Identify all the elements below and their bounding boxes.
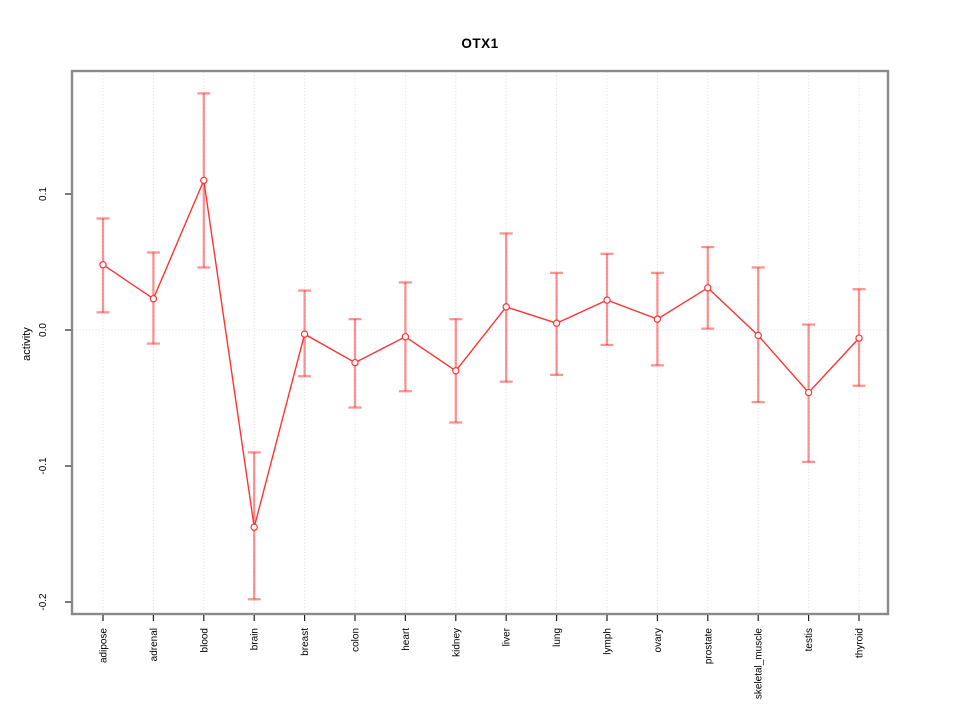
data-point [250, 523, 258, 531]
data-point [804, 388, 813, 397]
data-point [99, 261, 107, 269]
gridlines [73, 72, 887, 613]
x-tick-label: prostate [703, 628, 714, 665]
x-tick-label: skeletal_muscle [754, 628, 765, 700]
x-tick-label: lymph [603, 628, 614, 655]
x-tick-label: adrenal [149, 628, 160, 661]
x-tick-label: lung [552, 628, 563, 647]
x-tick-label: blood [199, 628, 210, 652]
y-tick-label: 0.1 [38, 187, 49, 201]
data-point [149, 295, 158, 303]
data-point [653, 315, 662, 323]
plot-box [70, 69, 890, 616]
x-tick-label: thyroid [855, 628, 866, 658]
data-point [502, 303, 510, 311]
data-point [754, 331, 762, 340]
y-axis-label: activity [21, 327, 33, 361]
chart-title: OTX1 [461, 36, 499, 51]
x-tick-label: testis [804, 628, 815, 651]
data-point [855, 334, 863, 342]
x-tick-label: colon [351, 628, 362, 652]
x-tick-label: breast [300, 628, 311, 656]
x-tick-label: kidney [451, 628, 462, 657]
axis-ticks [65, 193, 860, 621]
error-bars [96, 92, 866, 601]
x-tick-labels: adipose adrenal blood brain breast colon heart… [99, 627, 866, 699]
data-point [704, 284, 712, 292]
data-point [300, 330, 309, 338]
data-point [452, 367, 460, 375]
data-point [200, 176, 208, 185]
x-tick-label: brain [250, 628, 261, 650]
y-tick-label: -0.2 [38, 593, 49, 611]
data-point [351, 358, 359, 367]
y-tick-label: 0.0 [38, 323, 49, 337]
data-point [552, 319, 561, 327]
series-line [102, 177, 860, 528]
y-tick-labels: 0.1 0.0 -0.1 -0.2 [38, 187, 49, 611]
y-tick-label: -0.1 [38, 457, 49, 475]
x-tick-label: liver [502, 627, 513, 646]
x-tick-label: ovary [653, 628, 664, 652]
x-tick-label: adipose [99, 628, 110, 663]
data-points [99, 176, 863, 531]
data-point [401, 333, 410, 341]
data-point [603, 296, 611, 304]
x-tick-label: heart [401, 628, 412, 651]
